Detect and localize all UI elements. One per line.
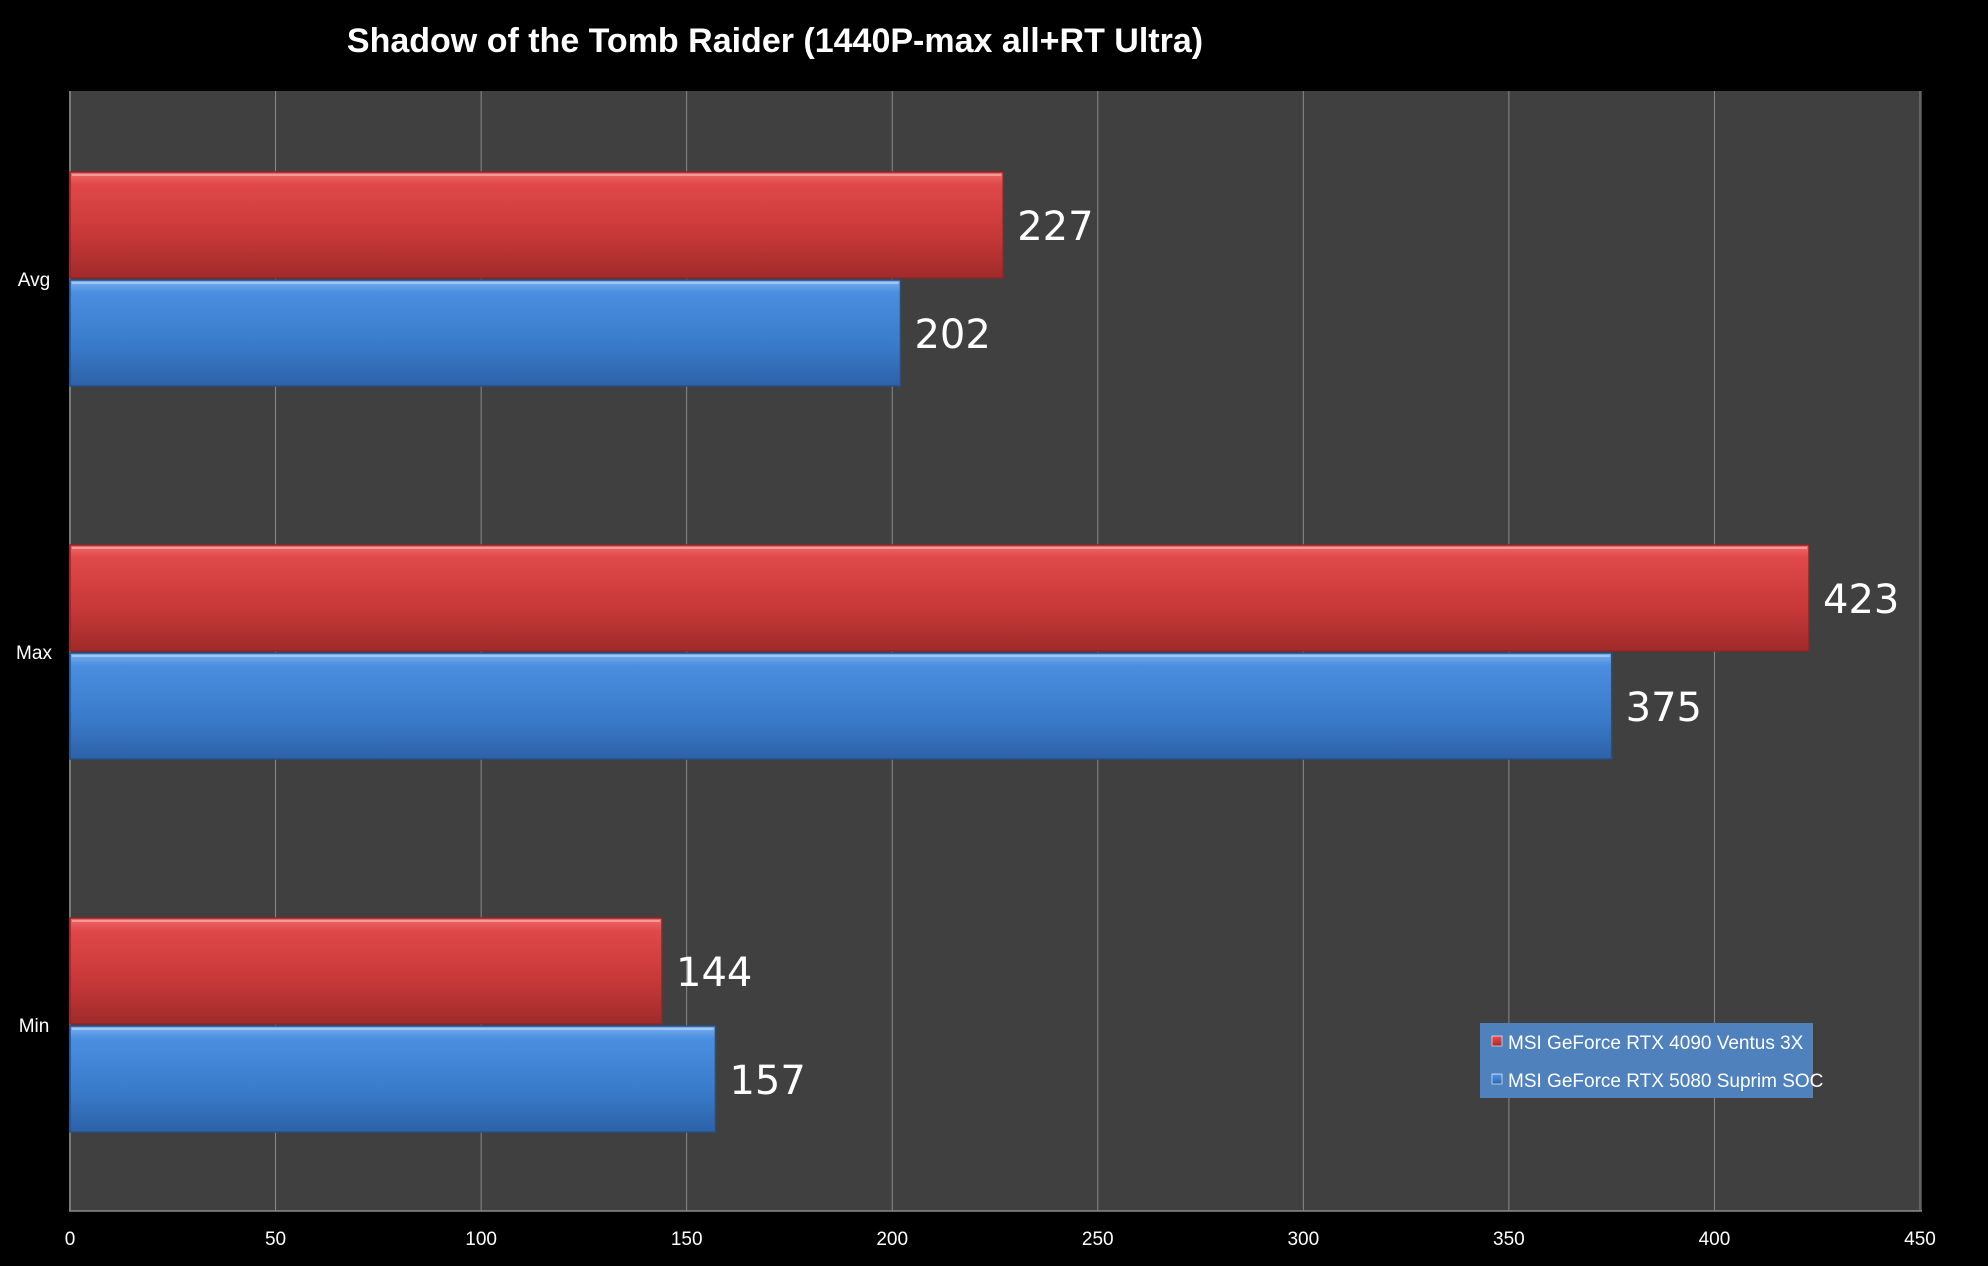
- x-tick-label-300: 300: [1287, 1229, 1319, 1250]
- data-label-max-series-1: 375: [1626, 685, 1702, 731]
- y-category-label-max: Max: [16, 643, 52, 664]
- data-label-min-series-0: 144: [676, 950, 752, 996]
- data-label-min-series-1: 157: [729, 1058, 805, 1104]
- x-tick-label-200: 200: [876, 1229, 908, 1250]
- bar-min-series-0: [69, 917, 663, 1025]
- bars: [69, 171, 1810, 1133]
- bar-max-series-1: [69, 652, 1613, 760]
- legend-swatch-rtx-4090: [1491, 1035, 1503, 1047]
- x-tick-label-100: 100: [465, 1229, 497, 1250]
- x-tick-label-400: 400: [1699, 1229, 1731, 1250]
- x-tick-label-50: 50: [265, 1229, 286, 1250]
- x-tick-label-450: 450: [1904, 1229, 1936, 1250]
- x-tick-label-0: 0: [65, 1229, 76, 1250]
- y-axis-categories: Avg Max Min: [16, 270, 52, 1037]
- bar-avg-series-0: [69, 171, 1004, 279]
- x-tick-label-150: 150: [671, 1229, 703, 1250]
- legend-swatch-rtx-5080: [1491, 1073, 1503, 1085]
- y-category-label-min: Min: [19, 1016, 50, 1037]
- bar-avg-series-1: [69, 279, 902, 387]
- x-tick-label-250: 250: [1082, 1229, 1114, 1250]
- data-labels: 227 202 423 375 144 157: [676, 204, 1899, 1104]
- legend-label-rtx-5080: MSI GeForce RTX 5080 Suprim SOC: [1508, 1071, 1823, 1092]
- y-category-label-avg: Avg: [18, 270, 50, 291]
- legend-box: [1480, 1023, 1813, 1098]
- legend-label-rtx-4090: MSI GeForce RTX 4090 Ventus 3X: [1508, 1033, 1804, 1054]
- bar-min-series-1: [69, 1025, 717, 1133]
- data-label-avg-series-1: 202: [914, 312, 990, 358]
- chart-title: Shadow of the Tomb Raider (1440P-max all…: [347, 22, 1203, 60]
- data-label-max-series-0: 423: [1823, 577, 1899, 623]
- legend: MSI GeForce RTX 4090 Ventus 3X MSI GeFor…: [1480, 1023, 1823, 1098]
- x-tick-label-350: 350: [1493, 1229, 1525, 1250]
- x-axis-ticks: 0 50 100 150 200 250 300 350 400 450: [65, 1229, 1936, 1250]
- data-label-avg-series-0: 227: [1017, 204, 1093, 250]
- bar-max-series-0: [69, 544, 1810, 652]
